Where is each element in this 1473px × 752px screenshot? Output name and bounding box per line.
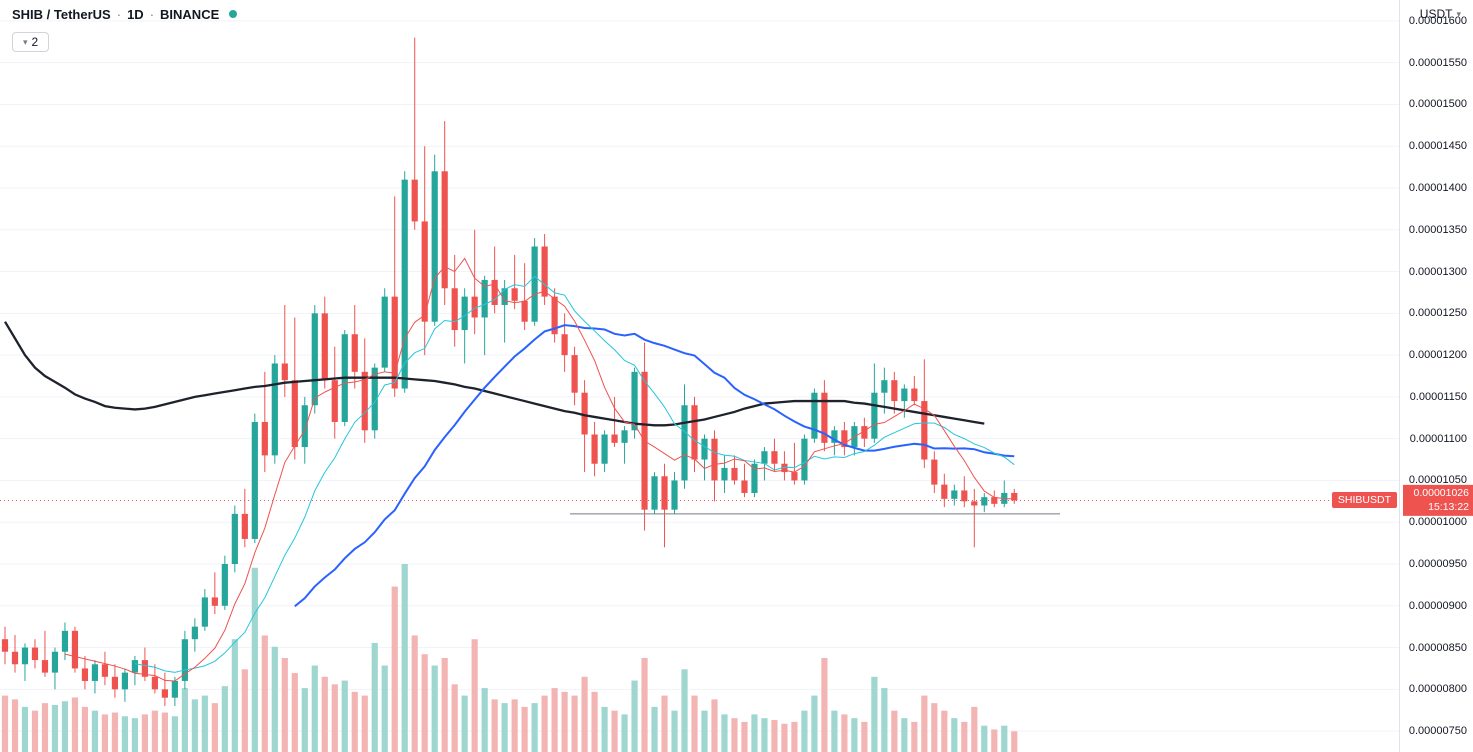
currency-label: USDT — [1420, 7, 1453, 21]
price-tick: 0.00001450 — [1409, 140, 1467, 152]
chevron-down-icon: ▾ — [23, 37, 28, 48]
symbol-pair: SHIB / TetherUS — [12, 7, 111, 22]
indicator-count: 2 — [32, 35, 39, 49]
symbol-title[interactable]: SHIB / TetherUS · 1D · BINANCE — [12, 7, 237, 22]
interval-label: 1D — [127, 7, 144, 22]
current-price-value: 0.00001026 — [1407, 487, 1469, 500]
price-tick: 0.00001300 — [1409, 266, 1467, 278]
market-status-icon — [229, 10, 237, 18]
price-tick: 0.00001400 — [1409, 182, 1467, 194]
dot-sep-2: · — [150, 7, 154, 22]
price-tick: 0.00000800 — [1409, 683, 1467, 695]
price-tick: 0.00000900 — [1409, 600, 1467, 612]
price-tick: 0.00001350 — [1409, 224, 1467, 236]
price-axis[interactable]: 0.00000750 0.00000800 0.00000850 0.00000900… — [1399, 0, 1473, 752]
price-tick: 0.00001550 — [1409, 57, 1467, 69]
price-tick: 0.00001150 — [1410, 391, 1467, 403]
countdown-value: 15:13:22 — [1407, 500, 1469, 513]
price-tick: 0.00000850 — [1409, 642, 1467, 654]
price-tick: 0.00001100 — [1410, 433, 1467, 445]
indicator-toggle-button[interactable]: ▾ 2 — [12, 32, 49, 52]
chart-header: SHIB / TetherUS · 1D · BINANCE USDT ▾ — [0, 0, 1473, 28]
current-price-badge: 0.0000102615:13:22 — [1403, 485, 1473, 515]
price-tick: 0.00001200 — [1409, 349, 1467, 361]
exchange-label: BINANCE — [160, 7, 219, 22]
currency-selector[interactable]: USDT ▾ — [1420, 7, 1461, 21]
chart-area[interactable] — [0, 0, 1399, 752]
price-tick: 0.00000750 — [1409, 725, 1467, 737]
pair-price-badge: SHIBUSDT — [1332, 492, 1397, 508]
price-tick: 0.00001250 — [1409, 307, 1467, 319]
dot-sep-1: · — [117, 7, 121, 22]
price-tick: 0.00001500 — [1409, 98, 1467, 110]
price-chart-svg — [0, 0, 1399, 752]
price-tick: 0.00000950 — [1409, 558, 1467, 570]
chevron-down-icon: ▾ — [1456, 9, 1461, 20]
price-tick: 0.00001000 — [1409, 516, 1467, 528]
